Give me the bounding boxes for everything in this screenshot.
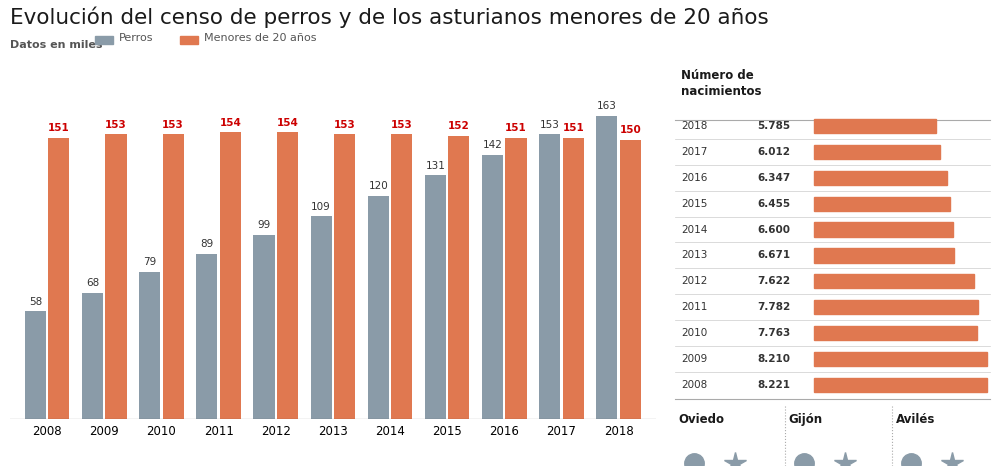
Text: 151: 151 [562, 123, 584, 133]
Bar [391, 134, 412, 419]
Bar [368, 196, 389, 419]
Text: 58: 58 [29, 297, 42, 307]
Text: 7.782: 7.782 [757, 302, 790, 312]
Bar [482, 155, 503, 419]
Text: Datos en miles: Datos en miles [10, 40, 103, 49]
Text: 2011: 2011 [681, 302, 708, 312]
Text: 79: 79 [143, 258, 156, 267]
Bar [620, 140, 641, 419]
Bar [814, 119, 936, 133]
Text: 154: 154 [277, 118, 298, 128]
Text: 152: 152 [448, 122, 470, 131]
Bar [539, 134, 560, 419]
Bar [196, 254, 217, 419]
Text: 7.622: 7.622 [757, 276, 790, 286]
Text: 2013: 2013 [681, 250, 708, 260]
Text: 99: 99 [257, 220, 271, 230]
Bar [814, 274, 974, 288]
Bar [48, 138, 69, 419]
Bar [253, 235, 275, 419]
Bar [425, 175, 446, 419]
Text: 154: 154 [219, 118, 241, 128]
Text: 109: 109 [311, 202, 331, 212]
Text: 131: 131 [426, 161, 445, 171]
Text: Avilés: Avilés [895, 413, 935, 426]
Text: Número de
nacimientos: Número de nacimientos [681, 69, 762, 98]
Bar [814, 352, 987, 366]
Text: Gijón: Gijón [788, 413, 823, 426]
Text: 89: 89 [200, 239, 214, 249]
Bar [814, 326, 977, 340]
Bar [105, 134, 127, 419]
Bar [277, 132, 298, 419]
Text: 6.600: 6.600 [757, 225, 790, 234]
Text: Oviedo: Oviedo [678, 413, 724, 426]
Text: 142: 142 [483, 140, 503, 150]
Bar [82, 293, 103, 419]
Text: 2015: 2015 [681, 199, 708, 209]
Bar [563, 138, 584, 419]
Bar [448, 136, 469, 419]
Bar [334, 134, 355, 419]
Bar [814, 197, 950, 211]
Text: 2008: 2008 [681, 380, 708, 390]
Text: 153: 153 [391, 120, 413, 130]
Bar [220, 132, 241, 419]
Bar [814, 248, 954, 262]
Text: 153: 153 [162, 120, 184, 130]
Text: 153: 153 [334, 120, 355, 130]
Text: 2012: 2012 [681, 276, 708, 286]
Bar [814, 171, 947, 185]
Text: 153: 153 [105, 120, 127, 130]
Text: 6.455: 6.455 [757, 199, 790, 209]
Bar [814, 300, 978, 314]
Text: 7.763: 7.763 [757, 328, 790, 338]
Text: 6.671: 6.671 [757, 250, 790, 260]
Text: 120: 120 [368, 181, 388, 191]
Text: 150: 150 [619, 125, 641, 135]
Bar [139, 272, 160, 419]
Text: 153: 153 [540, 120, 560, 130]
Text: 2017: 2017 [681, 147, 708, 157]
Text: 6.012: 6.012 [757, 147, 790, 157]
Text: 163: 163 [597, 101, 617, 111]
Text: Perros: Perros [119, 33, 154, 43]
Bar [814, 222, 953, 237]
Text: 151: 151 [48, 123, 70, 133]
Bar [505, 138, 527, 419]
Text: 8.210: 8.210 [757, 354, 790, 364]
Text: 2010: 2010 [681, 328, 708, 338]
Text: Evolución del censo de perros y de los asturianos menores de 20 años: Evolución del censo de perros y de los a… [10, 7, 769, 28]
Text: 2014: 2014 [681, 225, 708, 234]
Text: 6.347: 6.347 [757, 173, 790, 183]
Text: 2009: 2009 [681, 354, 708, 364]
Text: 8.221: 8.221 [757, 380, 790, 390]
Bar [814, 377, 987, 392]
Bar [163, 134, 184, 419]
Text: Menores de 20 años: Menores de 20 años [204, 33, 316, 43]
Bar [311, 216, 332, 419]
Bar [596, 116, 617, 419]
Bar [25, 311, 46, 419]
Text: 151: 151 [505, 123, 527, 133]
Text: 68: 68 [86, 278, 99, 288]
Bar [814, 145, 940, 159]
Text: 2016: 2016 [681, 173, 708, 183]
Text: 5.785: 5.785 [757, 121, 790, 131]
Text: 2018: 2018 [681, 121, 708, 131]
